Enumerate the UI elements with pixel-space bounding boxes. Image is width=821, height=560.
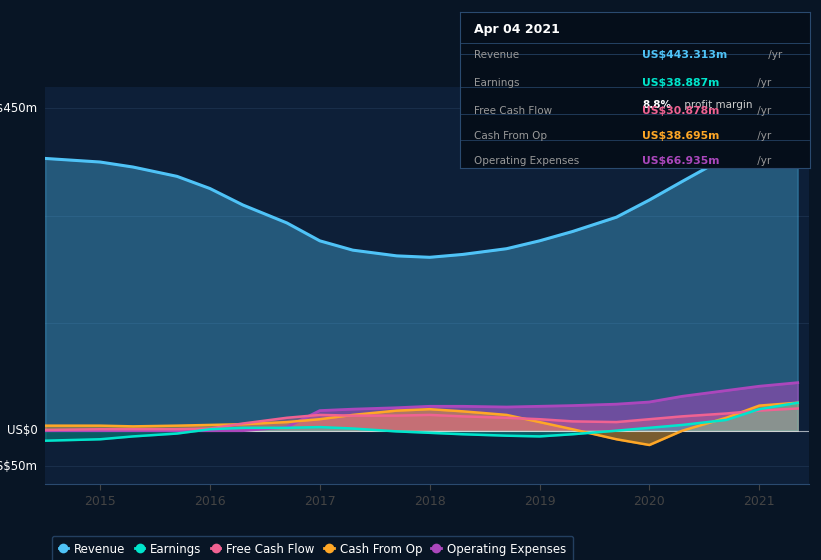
Text: Apr 04 2021: Apr 04 2021 xyxy=(474,23,560,36)
Text: Free Cash Flow: Free Cash Flow xyxy=(474,106,552,116)
Text: US$443.313m: US$443.313m xyxy=(642,50,727,60)
Text: US$0: US$0 xyxy=(7,424,38,437)
Text: /yr: /yr xyxy=(754,130,772,141)
Text: /yr: /yr xyxy=(765,50,782,60)
Text: US$38.887m: US$38.887m xyxy=(642,78,719,88)
Text: -US$50m: -US$50m xyxy=(0,460,38,473)
Text: US$30.878m: US$30.878m xyxy=(642,106,719,116)
Text: US$66.935m: US$66.935m xyxy=(642,156,719,166)
Text: Earnings: Earnings xyxy=(474,78,520,88)
Text: Operating Expenses: Operating Expenses xyxy=(474,156,579,166)
Text: /yr: /yr xyxy=(754,78,772,88)
Text: Cash From Op: Cash From Op xyxy=(474,130,547,141)
Text: /yr: /yr xyxy=(754,156,772,166)
Text: 8.8%: 8.8% xyxy=(642,100,671,110)
Text: US$38.695m: US$38.695m xyxy=(642,130,719,141)
Text: US$450m: US$450m xyxy=(0,102,38,115)
Text: profit margin: profit margin xyxy=(681,100,752,110)
Legend: Revenue, Earnings, Free Cash Flow, Cash From Op, Operating Expenses: Revenue, Earnings, Free Cash Flow, Cash … xyxy=(52,536,573,560)
Text: /yr: /yr xyxy=(754,106,772,116)
Text: Revenue: Revenue xyxy=(474,50,519,60)
